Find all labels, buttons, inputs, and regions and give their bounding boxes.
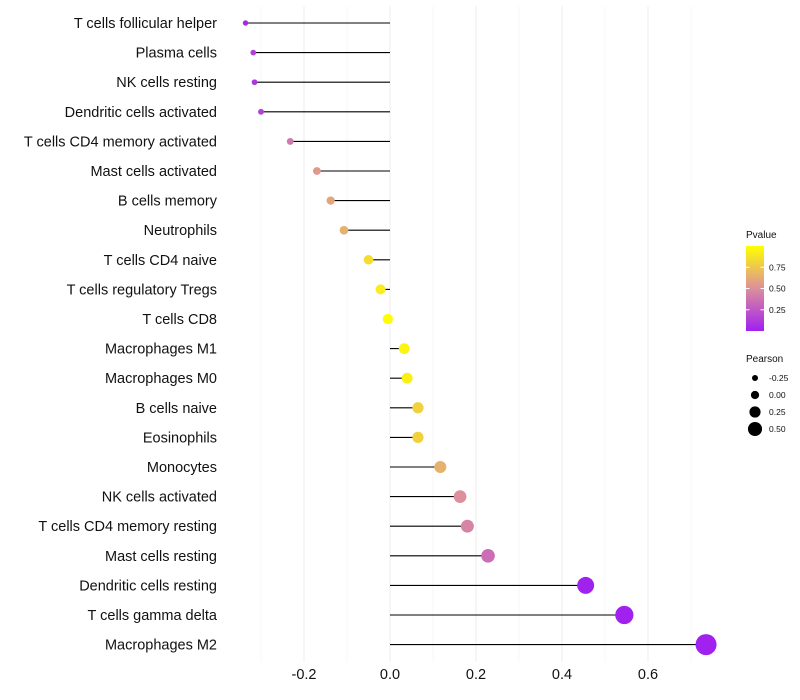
pearson-legend-title: Pearson — [746, 354, 783, 365]
category-label: B cells memory — [118, 194, 218, 210]
x-tick-label: 0.0 — [380, 667, 400, 683]
category-label: Mast cells resting — [105, 549, 217, 565]
size-legend-point — [750, 390, 760, 400]
lollipop-point — [251, 79, 258, 86]
lollipop-point — [412, 431, 424, 444]
lollipop-point — [434, 460, 447, 474]
category-label: Monocytes — [147, 460, 217, 476]
category-label: T cells follicular helper — [74, 16, 217, 32]
category-label: T cells gamma delta — [88, 608, 218, 624]
lollipop-point — [242, 20, 249, 26]
pvalue-legend-title: Pvalue — [746, 230, 777, 241]
category-label: Dendritic cells activated — [65, 105, 217, 121]
lollipop-point — [577, 576, 595, 594]
category-label: Plasma cells — [136, 46, 217, 62]
pvalue-legend: Pvalue 0.75 0.50 0.25 — [746, 230, 786, 331]
lollipop-point — [375, 284, 386, 295]
colorbar-tick-label: 0.75 — [769, 262, 786, 272]
lollipop-point — [401, 372, 413, 384]
lollipop-point — [615, 605, 634, 625]
colorbar-tick-label: 0.25 — [769, 305, 786, 315]
size-legend-point — [749, 406, 761, 418]
lollipop-point — [398, 343, 410, 354]
grid-lines — [260, 6, 692, 662]
lollipop-point — [382, 313, 393, 325]
lollipop-point — [412, 402, 424, 414]
size-legend-label: -0.25 — [769, 373, 789, 383]
category-label: Neutrophils — [144, 223, 217, 239]
lollipop-point — [363, 255, 374, 265]
category-label: T cells CD4 memory resting — [38, 519, 217, 535]
size-legend-point — [747, 421, 763, 437]
lollipop-point — [460, 519, 474, 533]
size-legend-point — [752, 375, 758, 381]
category-label: T cells CD8 — [142, 312, 217, 328]
lollipop-point — [286, 137, 294, 145]
category-label: Eosinophils — [143, 430, 217, 446]
x-tick-label: -0.2 — [292, 667, 317, 683]
category-label: NK cells activated — [102, 490, 217, 506]
category-label: T cells regulatory Tregs — [67, 282, 217, 298]
category-label: Macrophages M2 — [105, 638, 217, 654]
lollipop-point — [339, 225, 349, 235]
lollipop-point — [481, 548, 495, 563]
lollipop-point — [258, 108, 264, 115]
lollipop-point — [453, 490, 467, 503]
x-tick-label: 0.4 — [552, 667, 572, 683]
pearson-legend: Pearson -0.25 0.00 0.25 0.50 — [746, 354, 789, 437]
category-label: Mast cells activated — [90, 164, 217, 180]
x-tick-label: 0.2 — [466, 667, 486, 683]
size-legend-label: 0.00 — [769, 390, 786, 400]
lollipop-point — [250, 49, 257, 56]
category-label: NK cells resting — [116, 75, 217, 91]
x-axis-ticks: -0.2 0.0 0.2 0.4 0.6 — [292, 667, 659, 683]
lollipop-point — [695, 634, 717, 656]
size-legend-label: 0.25 — [769, 407, 786, 417]
lollipop-points — [242, 20, 717, 656]
size-legend-label: 0.50 — [769, 424, 786, 434]
colorbar-tick-label: 0.50 — [769, 284, 786, 294]
category-label: Macrophages M0 — [105, 371, 217, 387]
lollipop-point — [312, 167, 321, 175]
category-label: T cells CD4 memory activated — [24, 134, 217, 150]
pvalue-colorbar — [746, 246, 764, 331]
category-label: B cells naive — [136, 401, 217, 417]
x-tick-label: 0.6 — [638, 667, 658, 683]
category-label: Macrophages M1 — [105, 342, 217, 358]
category-label: Dendritic cells resting — [79, 578, 217, 594]
lollipop-point — [326, 196, 335, 205]
plot-panel — [222, 6, 727, 662]
category-labels: T cells follicular helper Plasma cells NK … — [24, 16, 218, 654]
category-label: T cells CD4 naive — [104, 253, 217, 269]
